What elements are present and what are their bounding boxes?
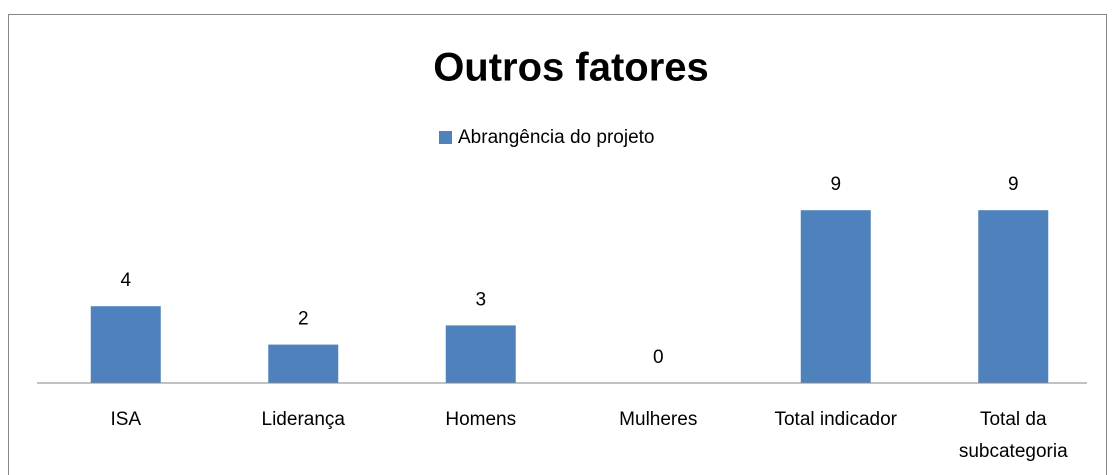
data-label: 2	[298, 309, 309, 330]
x-tick-label: Liderança	[261, 409, 345, 430]
data-label: 3	[475, 289, 486, 310]
chart-title: Outros fatores	[433, 46, 709, 90]
bar	[445, 325, 516, 383]
legend-label: Abrangência do projeto	[458, 127, 654, 148]
x-tick-label: Total indicador	[774, 409, 898, 430]
data-label: 9	[1008, 174, 1019, 195]
x-tick-label: Total da subcategoria	[958, 409, 1068, 462]
data-label: 0	[653, 347, 664, 368]
legend-swatch	[439, 131, 452, 144]
x-tick-label: Mulheres	[619, 409, 698, 430]
data-label: 9	[830, 174, 841, 195]
bar	[800, 210, 871, 383]
x-tick-label: ISA	[110, 409, 142, 430]
data-label: 4	[120, 270, 131, 291]
bar	[90, 306, 161, 383]
x-tick-label: Homens	[445, 409, 517, 430]
bar	[268, 344, 339, 383]
chart-border	[8, 14, 1107, 475]
bar	[978, 210, 1049, 383]
